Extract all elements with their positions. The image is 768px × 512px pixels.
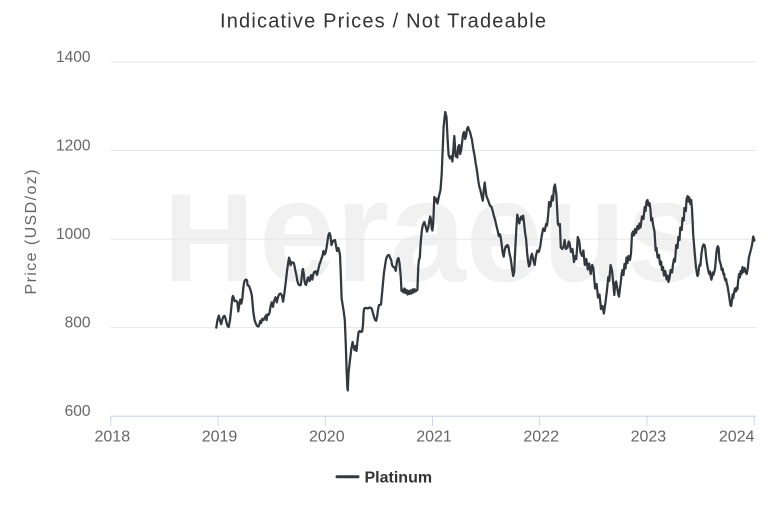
svg-text:600: 600: [65, 403, 91, 420]
svg-text:2018: 2018: [95, 428, 131, 445]
svg-text:2022: 2022: [523, 428, 559, 445]
svg-text:Indicative Prices / Not Tradea: Indicative Prices / Not Tradeable: [220, 11, 546, 33]
svg-text:eraeus: eraeus: [259, 151, 703, 313]
svg-text:H: H: [164, 167, 255, 308]
svg-text:1200: 1200: [56, 137, 91, 154]
svg-text:800: 800: [65, 314, 91, 331]
svg-text:Price (USD/oz): Price (USD/oz): [23, 170, 40, 295]
svg-text:2020: 2020: [309, 428, 345, 445]
svg-text:2024: 2024: [719, 428, 755, 445]
svg-text:Platinum: Platinum: [365, 470, 433, 487]
svg-text:2021: 2021: [416, 428, 452, 445]
svg-text:2019: 2019: [202, 428, 238, 445]
svg-text:1400: 1400: [56, 49, 91, 66]
svg-text:2023: 2023: [631, 428, 667, 445]
svg-text:1000: 1000: [56, 226, 91, 243]
